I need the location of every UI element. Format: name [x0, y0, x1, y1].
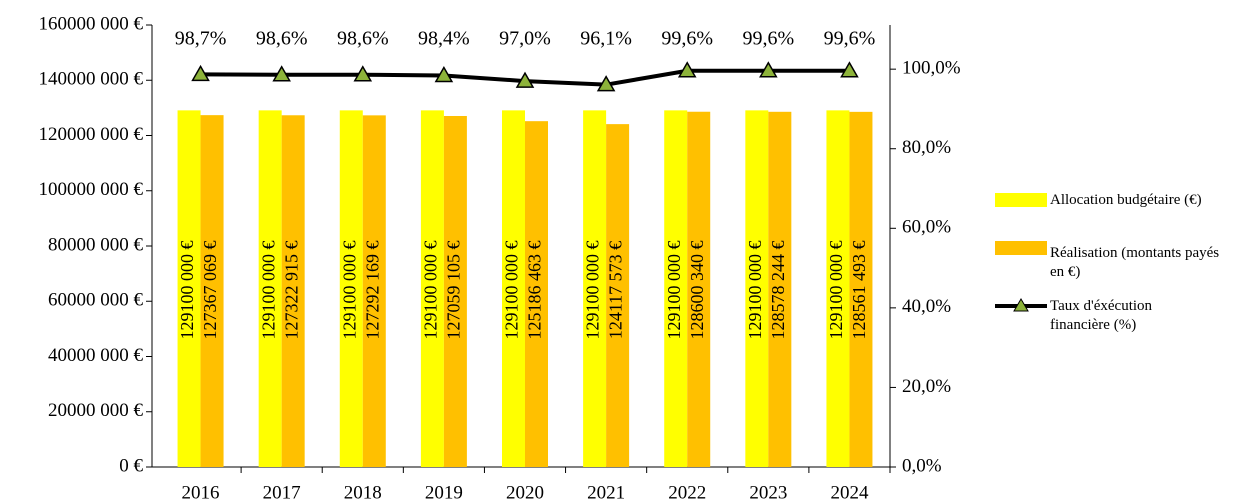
bar-value-label: 128600 340 € — [687, 241, 707, 340]
legend-swatch — [995, 241, 1047, 255]
rate-value-label: 98,6% — [256, 28, 308, 50]
legend-swatch — [995, 193, 1047, 207]
rate-marker — [596, 75, 616, 92]
y2-tick-label: 40,0% — [902, 296, 951, 317]
y2-tick-label: 20,0% — [902, 376, 951, 397]
x-tick-label: 2018 — [344, 482, 382, 503]
bar-value-label: 124117 573 € — [606, 241, 626, 339]
bar-value-label: 129100 000 € — [339, 241, 359, 340]
bar-value-label: 125186 463 € — [525, 241, 545, 340]
y-tick-label: 120000 000 € — [39, 124, 144, 145]
bar — [768, 111, 792, 467]
bar-value-label: 128561 493 € — [849, 241, 869, 340]
legend-label: Taux d'éxécution financière (%) — [1050, 298, 1153, 333]
rate-value-label: 97,0% — [499, 28, 551, 50]
x-tick-label: 2023 — [749, 482, 787, 503]
bar-value-label: 129100 000 € — [664, 241, 684, 340]
rate-value-label: 98,7% — [175, 28, 227, 50]
y-tick-label: 40000 000 € — [48, 345, 144, 366]
y-tick-label: 0 € — [119, 455, 143, 476]
legend-label: Allocation budgétaire (€) — [1050, 192, 1202, 208]
legend-marker — [1013, 298, 1029, 312]
y-tick-label: 80000 000 € — [48, 234, 144, 255]
rate-marker — [677, 61, 697, 78]
bar — [583, 110, 607, 467]
x-tick-label: 2017 — [263, 482, 301, 503]
bar-value-label: 129100 000 € — [502, 241, 522, 340]
rate-value-label: 99,6% — [742, 28, 794, 50]
bar — [443, 115, 467, 468]
y-tick-label: 20000 000 € — [48, 400, 144, 421]
bar-value-label: 129100 000 € — [177, 240, 197, 339]
bar — [420, 110, 444, 467]
y2-tick-label: 60,0% — [902, 217, 951, 238]
bar-value-label: 127367 069 € — [200, 240, 220, 339]
bar — [177, 110, 201, 467]
rate-marker — [191, 64, 210, 82]
x-tick-label: 2019 — [425, 482, 463, 503]
bar — [339, 110, 363, 467]
rate-value-label: 98,4% — [418, 28, 470, 50]
bar — [200, 115, 224, 467]
rate-marker — [272, 65, 291, 82]
y-tick-label: 140000 000 € — [39, 69, 144, 90]
bar-value-label: 129100 000 € — [258, 241, 278, 340]
y2-tick-label: 100,0% — [902, 58, 961, 79]
y-tick-label: 160000 000 € — [39, 13, 144, 34]
y2-tick-label: 80,0% — [902, 137, 951, 158]
bar — [281, 115, 305, 467]
bar-value-label: 129100 000 € — [826, 241, 846, 340]
bar — [664, 110, 688, 467]
bar — [687, 111, 711, 467]
bar-value-label: 129100 000 € — [421, 241, 441, 340]
rate-marker — [515, 71, 535, 88]
y-tick-label: 60000 000 € — [48, 290, 144, 311]
x-tick-label: 2016 — [182, 482, 220, 503]
x-tick-label: 2022 — [668, 482, 706, 503]
x-tick-label: 2020 — [506, 482, 544, 503]
bar — [502, 110, 525, 467]
rate-value-label: 99,6% — [824, 28, 876, 50]
rate-value-label: 96,1% — [580, 28, 632, 50]
rate-value-label: 99,6% — [661, 28, 713, 50]
bar — [258, 110, 282, 467]
rate-marker — [353, 65, 373, 82]
legend-label: Réalisation (montants payés en €) — [1050, 245, 1220, 280]
y-tick-label: 100000 000 € — [39, 179, 144, 200]
y2-tick-label: 0,0% — [902, 455, 942, 476]
bar-value-label: 129100 000 € — [745, 241, 765, 340]
rate-marker — [434, 66, 454, 83]
bar — [849, 111, 873, 467]
rate-value-label: 98,6% — [337, 28, 389, 50]
bar — [745, 110, 769, 467]
x-tick-label: 2024 — [830, 482, 869, 503]
bar-value-label: 127322 915 € — [281, 241, 301, 340]
bar — [362, 115, 386, 468]
bar-value-label: 128578 244 € — [768, 241, 788, 340]
rate-marker — [840, 61, 859, 78]
bar — [606, 124, 630, 467]
rate-marker — [759, 61, 778, 78]
bar-value-label: 127292 169 € — [362, 241, 382, 340]
bar — [525, 121, 548, 467]
x-tick-label: 2021 — [587, 482, 625, 503]
bar — [826, 110, 850, 467]
bar-value-label: 129100 000 € — [583, 241, 603, 340]
bar-value-label: 127059 105 € — [444, 241, 464, 340]
